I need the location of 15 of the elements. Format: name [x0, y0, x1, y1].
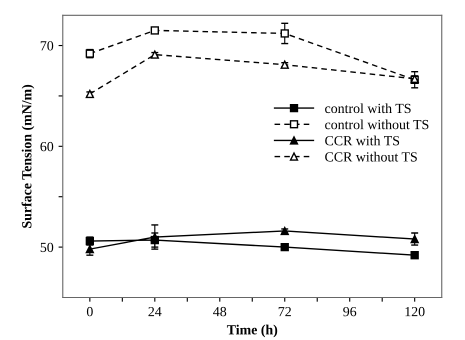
x-tick-label: 96: [343, 306, 356, 316]
x-tick-label: 120: [405, 306, 425, 316]
legend-label: control without TS: [325, 119, 428, 130]
x-tick-label: 24: [148, 306, 162, 316]
legend-label: CCR without TS: [325, 152, 417, 162]
x-tick-label: 72: [278, 306, 291, 316]
y-tick-label: 70: [40, 41, 54, 50]
x-tick-label: 48: [213, 306, 226, 316]
x-axis-title: Time (h): [226, 324, 278, 338]
y-tick-label: 50: [40, 242, 54, 252]
legend-label: CCR with TS: [325, 136, 400, 146]
x-tick-label: 0: [86, 306, 93, 316]
legend-label: control with TS: [325, 103, 411, 114]
y-axis-title: Surface Tension (mN/m): [22, 84, 34, 228]
y-tick-label: 60: [40, 142, 54, 152]
